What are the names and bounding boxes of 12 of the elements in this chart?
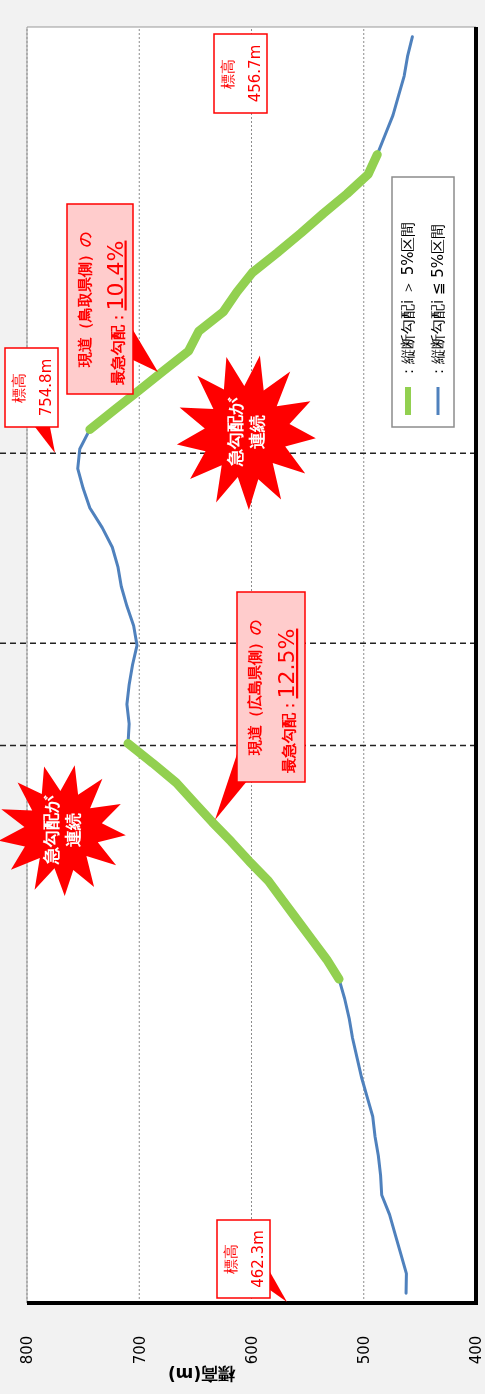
annotation: 標高 456.7m <box>219 44 264 103</box>
x-tick-label: 600 <box>242 1335 261 1365</box>
annotation: 標高 754.8m <box>10 358 55 417</box>
legend: ：縦断勾配i ＞ 5%区間 ：縦断勾配i ≦ 5%区間 <box>391 176 455 428</box>
annotation: 急勾配が連続 <box>41 795 83 865</box>
annotation: 急勾配が連続 <box>225 397 267 467</box>
x-tick-label: 800 <box>18 1335 37 1365</box>
annotation: 標高 462.3m <box>222 1230 267 1288</box>
x-tick-label: 400 <box>467 1335 485 1365</box>
x-axis-title: 標高(m) <box>167 1364 237 1384</box>
x-tick-label: 700 <box>130 1335 149 1365</box>
x-tick-label: 500 <box>355 1335 374 1365</box>
